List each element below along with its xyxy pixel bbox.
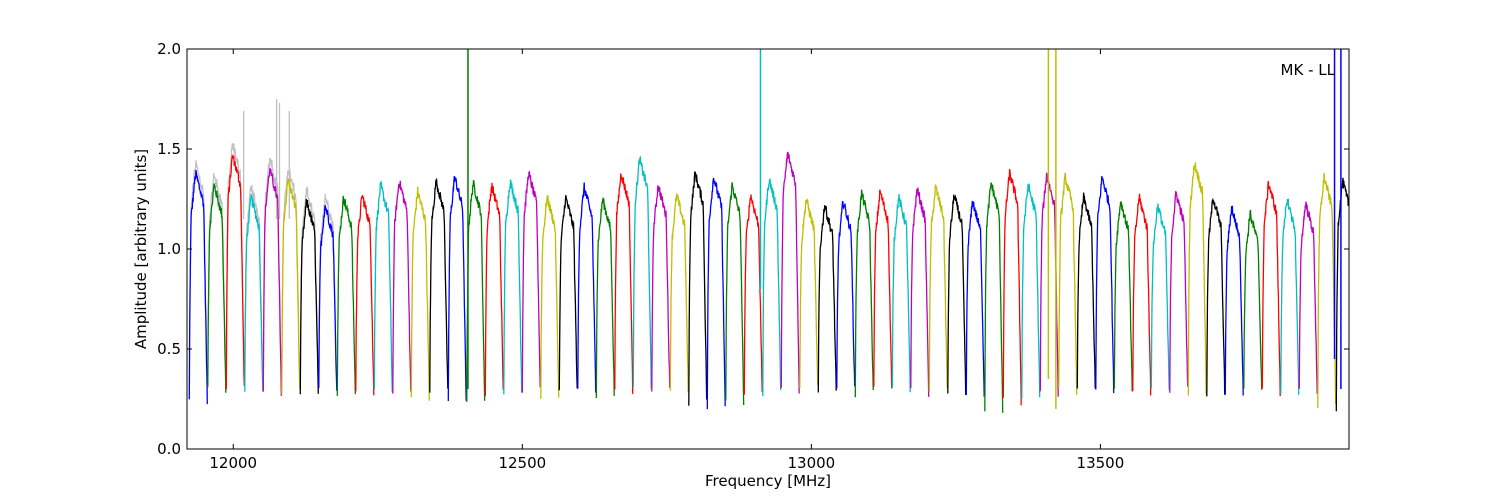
channel-trace	[947, 194, 967, 395]
channel-trace	[1002, 169, 1022, 406]
channel-trace	[854, 189, 874, 398]
y-tick-label: 1.5	[157, 140, 181, 158]
channel-trace	[188, 169, 208, 405]
channel-trace	[429, 178, 449, 393]
channel-trace	[503, 178, 523, 395]
channel-trace	[1317, 172, 1337, 409]
x-tick-label: 12000	[209, 454, 257, 472]
channel-trace	[1076, 192, 1096, 389]
channel-trace	[1058, 172, 1078, 395]
channel-trace	[1132, 193, 1152, 396]
channel-trace	[262, 167, 282, 396]
channel-trace	[910, 187, 930, 397]
channel-trace	[799, 197, 819, 389]
channel-trace	[595, 197, 615, 399]
channel-trace	[632, 155, 652, 389]
channel-trace	[965, 200, 985, 397]
channel-trace	[1021, 183, 1041, 399]
channel-trace	[281, 178, 301, 395]
channel-trace	[1169, 190, 1189, 393]
channel-trace	[484, 182, 504, 397]
channel-trace	[1280, 198, 1300, 395]
channel-trace	[780, 151, 800, 394]
channel-trace	[873, 189, 893, 389]
y-tick-label: 2.0	[157, 40, 181, 58]
channel-trace	[928, 184, 948, 392]
channel-trace	[1335, 177, 1350, 412]
series-layer	[188, 151, 1350, 413]
channel-trace	[836, 200, 856, 389]
y-axis-label: Amplitude [arbitrary units]	[132, 149, 150, 349]
channel-trace	[225, 153, 245, 390]
channel-trace	[466, 179, 486, 402]
channel-trace	[207, 183, 227, 393]
x-axis-label: Frequency [MHz]	[705, 472, 831, 490]
channel-trace	[373, 180, 393, 393]
channel-trace	[1187, 162, 1207, 396]
channel-trace	[1224, 205, 1244, 396]
channel-trace	[762, 178, 782, 397]
channel-trace	[688, 171, 708, 406]
channel-trace	[410, 186, 430, 401]
x-tick-label: 13500	[1077, 454, 1125, 472]
channel-trace	[725, 182, 745, 406]
chart-annotation: MK - LL	[1281, 61, 1336, 79]
channel-trace	[817, 205, 837, 393]
channel-trace	[299, 199, 319, 395]
channel-trace	[577, 182, 597, 393]
channel-trace	[558, 195, 578, 391]
x-axis-ticks: 12000 12500 13000 13500	[209, 49, 1124, 472]
channel-trace	[1150, 203, 1170, 391]
y-tick-label: 0.5	[157, 340, 181, 358]
channel-trace	[651, 185, 671, 392]
channel-trace	[1243, 209, 1263, 390]
channel-trace	[984, 182, 1004, 413]
y-tick-label: 0.0	[157, 440, 181, 458]
channel-trace	[336, 195, 356, 396]
plot-area	[187, 49, 1349, 449]
channel-trace	[1113, 201, 1133, 392]
y-axis-ticks: 0.0 0.5 1.0 1.5 2.0	[157, 40, 1349, 458]
channel-trace	[447, 176, 467, 402]
channel-trace	[669, 193, 689, 393]
channel-trace	[392, 180, 412, 394]
x-tick-label: 12500	[498, 454, 546, 472]
channel-trace	[1206, 197, 1226, 397]
channel-trace	[706, 177, 726, 410]
channel-trace	[244, 194, 264, 392]
channel-trace	[521, 170, 541, 393]
channel-trace	[318, 205, 338, 391]
x-tick-label: 13000	[787, 454, 835, 472]
channel-trace	[1298, 201, 1318, 394]
channel-trace	[355, 195, 375, 396]
y-tick-label: 1.0	[157, 240, 181, 258]
channel-trace	[1261, 180, 1281, 397]
channel-trace	[614, 173, 634, 394]
spike-layer	[467, 49, 1342, 409]
channel-trace	[540, 195, 560, 399]
channel-trace	[1095, 175, 1115, 394]
channel-trace	[743, 194, 763, 395]
channel-trace	[891, 193, 911, 393]
